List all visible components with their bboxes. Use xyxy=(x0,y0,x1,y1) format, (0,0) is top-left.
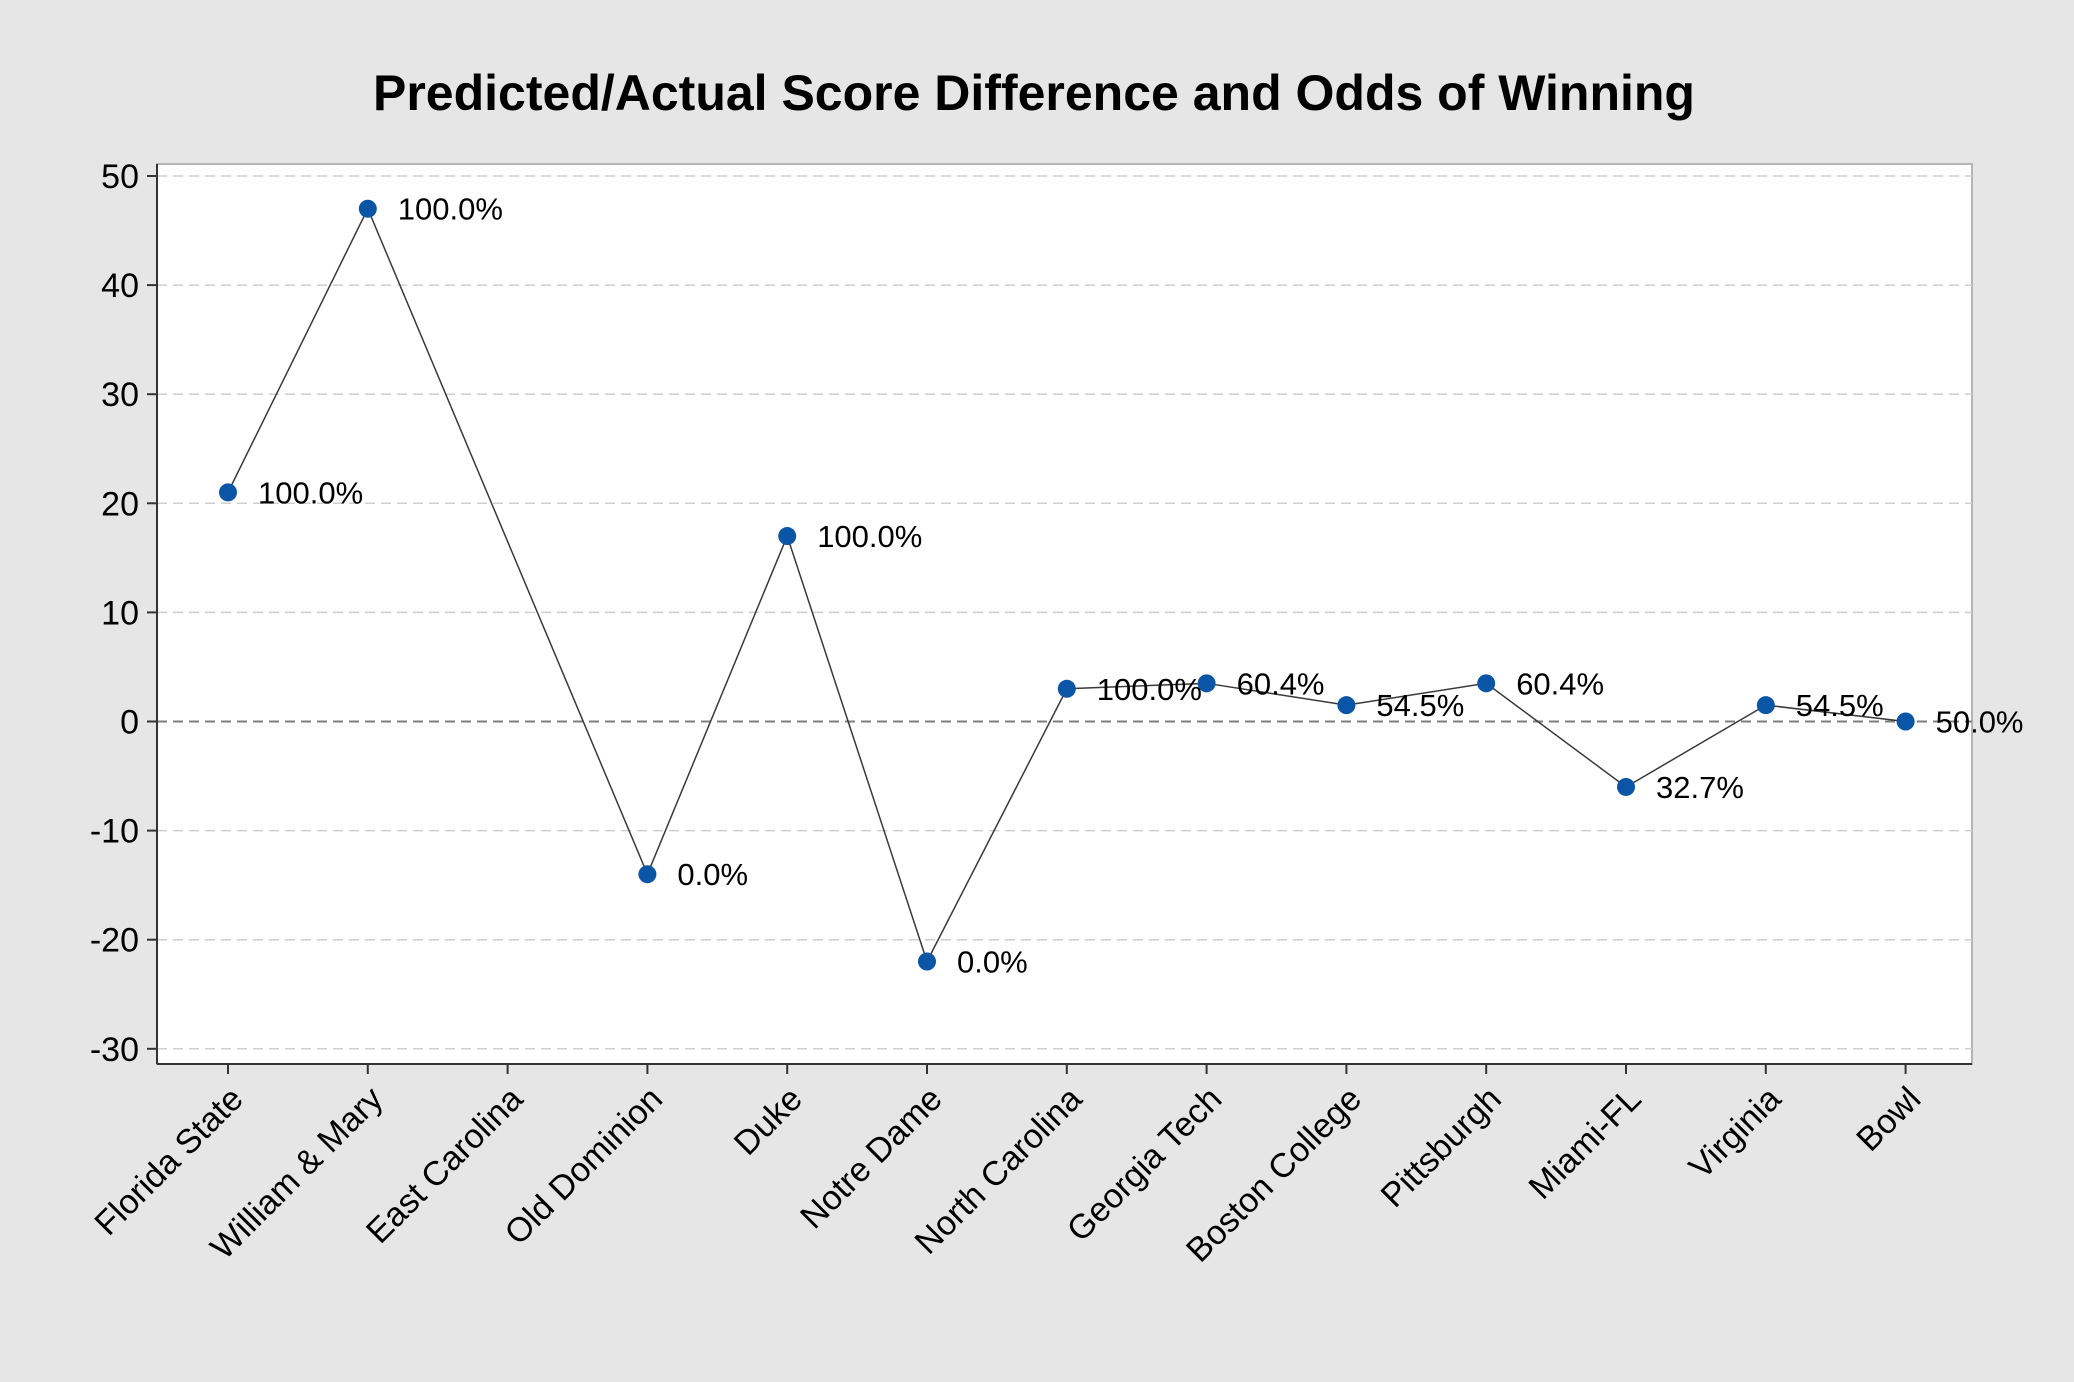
data-label: 32.7% xyxy=(1656,770,1744,805)
data-label: 60.4% xyxy=(1516,666,1604,701)
y-tick-label: 10 xyxy=(101,594,139,632)
y-tick-label: -30 xyxy=(90,1031,139,1069)
data-label: 100.0% xyxy=(398,192,503,227)
y-tick-label: -20 xyxy=(90,922,139,960)
data-label: 100.0% xyxy=(1097,672,1202,707)
y-tick-label: -10 xyxy=(90,813,139,851)
data-label: 60.4% xyxy=(1237,666,1325,701)
data-point xyxy=(1477,674,1496,693)
data-point xyxy=(1057,679,1076,698)
data-point xyxy=(918,952,936,971)
plot-area xyxy=(156,163,1973,1065)
data-point xyxy=(638,865,657,884)
y-tick-label: 50 xyxy=(101,158,139,196)
data-label: 100.0% xyxy=(258,475,363,510)
y-tick-label: 0 xyxy=(120,704,139,742)
data-label: 54.5% xyxy=(1376,688,1464,723)
axes xyxy=(156,164,1972,1065)
data-point xyxy=(1617,777,1635,796)
data-label: 54.5% xyxy=(1796,688,1884,723)
data-label: 100.0% xyxy=(817,519,922,554)
data-point xyxy=(358,199,377,218)
chart-title: Predicted/Actual Score Difference and Od… xyxy=(373,65,1695,121)
series-line-group xyxy=(227,206,1906,964)
data-label: 0.0% xyxy=(677,857,748,892)
data-label: 0.0% xyxy=(957,945,1028,980)
y-tick-label: 20 xyxy=(101,485,139,523)
data-point xyxy=(1337,696,1356,715)
data-point xyxy=(1197,674,1216,693)
gridlines xyxy=(157,175,1972,1050)
data-points xyxy=(219,199,1915,971)
data-point xyxy=(219,483,237,502)
y-tick-label: 40 xyxy=(101,267,139,305)
data-point xyxy=(1896,712,1915,731)
series-line xyxy=(227,206,1906,964)
data-point xyxy=(1756,696,1775,715)
data-label: 50.0% xyxy=(1936,705,2024,740)
data-labels: 100.0% 100.0% 0.0% 100.0% 0.0% 100.0% 60.4% 54.… xyxy=(258,192,2024,980)
y-axis-ticks: 50 40 30 20 10 0 -10 -20 -30 xyxy=(90,158,157,1069)
data-point xyxy=(778,527,797,546)
y-tick-label: 30 xyxy=(101,376,139,414)
